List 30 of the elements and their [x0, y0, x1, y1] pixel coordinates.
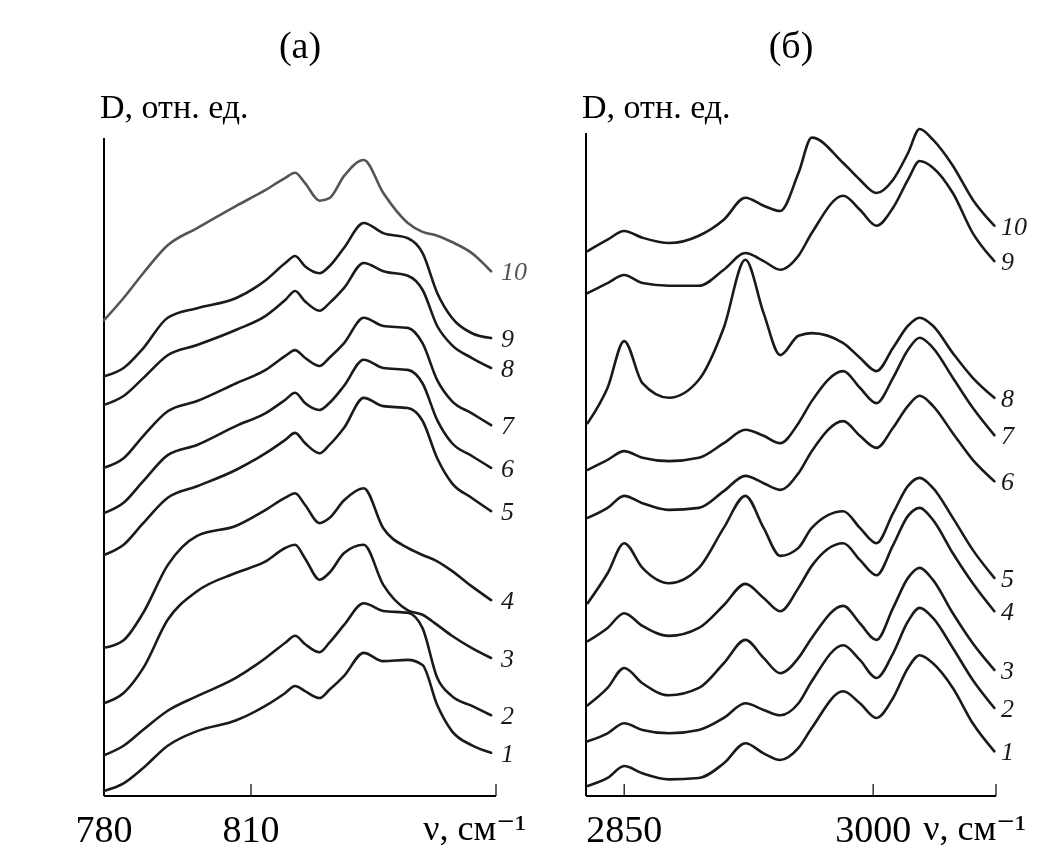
series-label: 1: [501, 738, 514, 768]
series-label: 7: [1001, 421, 1015, 451]
series-label: 2: [501, 701, 514, 731]
series-label: 1: [1001, 737, 1014, 767]
series-label: 5: [501, 497, 514, 527]
x-axis-title: ν, см⁻¹: [923, 808, 1026, 848]
series-label: 6: [1001, 467, 1014, 497]
series-label: 10: [1001, 211, 1027, 241]
x-tick-label: 3000: [835, 808, 912, 850]
series-label: 4: [501, 586, 514, 616]
series-label: 9: [501, 324, 514, 354]
series-label: 4: [1001, 597, 1014, 627]
x-tick-label: 780: [75, 808, 133, 850]
y-axis-title: D, отн. ед.: [100, 88, 249, 125]
series-label: 9: [1001, 247, 1014, 277]
series-label: 5: [1001, 563, 1014, 593]
series-label: 10: [501, 257, 527, 287]
x-tick-label: 2850: [586, 808, 663, 850]
series-label: 6: [501, 453, 514, 483]
chart-title: (б): [768, 24, 814, 67]
series-label: 3: [1000, 655, 1014, 685]
chart-title: (а): [278, 24, 322, 67]
series-label: 8: [501, 353, 514, 383]
series-label: 8: [1001, 383, 1014, 413]
y-axis-title: D, отн. ед.: [582, 88, 731, 125]
x-tick-label: 810: [222, 808, 280, 850]
x-axis-title: ν, см⁻¹: [423, 808, 526, 848]
series-label: 2: [1001, 693, 1014, 723]
series-label: 7: [501, 411, 515, 441]
series-label: 3: [500, 643, 514, 673]
